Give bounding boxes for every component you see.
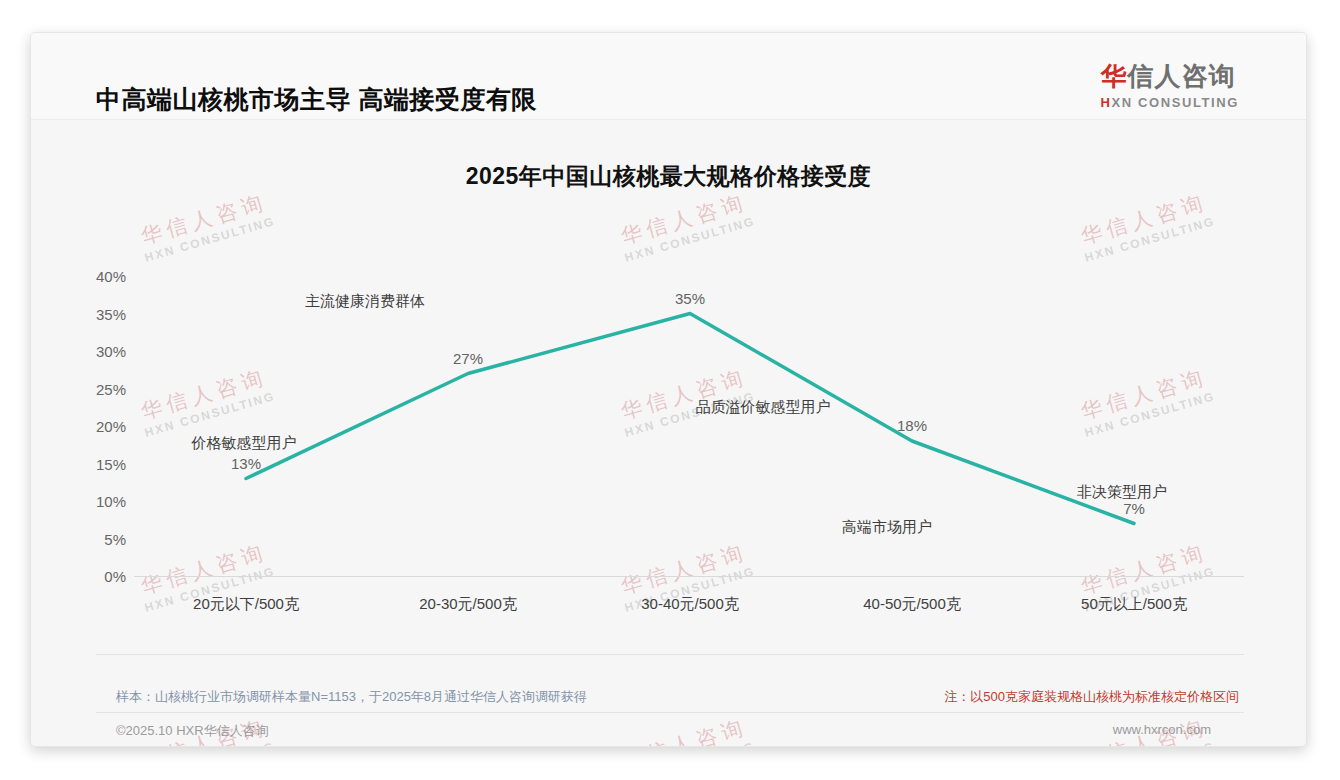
data-value-label: 7% <box>1123 499 1145 516</box>
slide-card: 华信人咨询HXN CONSULTING华信人咨询HXN CONSULTING华信… <box>30 32 1307 747</box>
data-value-label: 27% <box>453 349 483 366</box>
x-axis-label: 20-30元/500克 <box>419 595 517 614</box>
x-axis-label: 40-50元/500克 <box>863 595 961 614</box>
data-value-label: 35% <box>675 289 705 306</box>
series-annotation: 非决策型用户 <box>1077 483 1167 502</box>
data-value-label: 18% <box>897 417 927 434</box>
series-annotation: 品质溢价敏感型用户 <box>696 398 831 417</box>
footer-top-divider <box>96 654 1244 655</box>
footer-bottom-divider <box>96 712 1244 713</box>
series-line-svg <box>31 33 1307 747</box>
series-annotation: 高端市场用户 <box>842 518 932 537</box>
x-axis-label: 30-40元/500克 <box>641 595 739 614</box>
acceptance-line <box>246 314 1134 524</box>
line-chart: 40%35%30%25%20%15%10%5%0%20元以下/500克13%20… <box>31 33 1307 747</box>
x-axis-label: 50元以上/500克 <box>1081 595 1187 614</box>
series-annotation: 主流健康消费群体 <box>305 292 425 311</box>
copyright-text: ©2025.10 HXR华信人咨询 <box>116 722 269 740</box>
series-annotation: 价格敏感型用户 <box>192 434 297 453</box>
x-axis-label: 20元以下/500克 <box>193 595 299 614</box>
data-value-label: 13% <box>231 454 261 471</box>
sample-note: 样本：山核桃行业市场调研样本量N=1153，于2025年8月通过华信人咨询调研获… <box>116 688 587 706</box>
price-note: 注：以500克家庭装规格山核桃为标准核定价格区间 <box>944 688 1239 706</box>
website-text: www.hxrcon.com <box>1113 722 1211 737</box>
